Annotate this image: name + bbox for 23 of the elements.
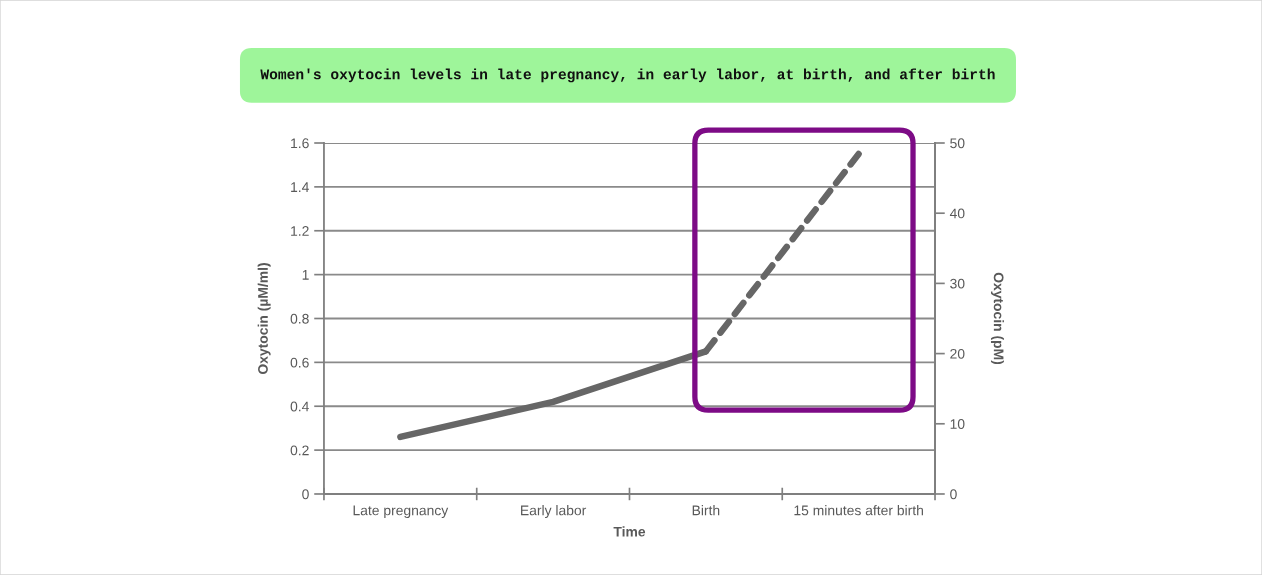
y2-tick-label: 0 [950, 489, 957, 500]
y-tick-label: 0.8 [290, 313, 309, 324]
y-tick-label: 0.6 [290, 357, 309, 368]
y-tick-label: 0.4 [290, 401, 309, 412]
x-tick-label: Late pregnancy [353, 505, 449, 519]
chart-title: Women's oxytocin levels in late pregnancy, in early labor, at birth, and after birth [260, 68, 995, 83]
y-tick-label: 0 [302, 489, 309, 500]
y2-tick-label: 40 [949, 208, 965, 219]
y2-tick-label: 50 [950, 138, 965, 149]
y2-tick-label: 20 [950, 348, 965, 359]
y-axis-title: Oxytocin (µM/ml) [257, 263, 271, 375]
y2-tick-label: 10 [950, 419, 965, 429]
x-tick-label: Birth [692, 505, 720, 516]
x-tick-label: 15 minutes after birth [794, 505, 923, 516]
x-axis-title: Time [613, 526, 646, 537]
x-tick-label: Early labor [521, 505, 587, 519]
y-tick-label: 1.2 [291, 226, 309, 236]
y-tick-label: 1 [302, 270, 309, 280]
y2-tick-label: 30 [950, 278, 965, 289]
y-tick-label: 1.4 [291, 182, 309, 192]
y-tick-label: 0.2 [290, 445, 309, 456]
y-tick-label: 1.6 [291, 138, 309, 149]
y2-axis-title: Oxytocin (pM) [990, 272, 1004, 365]
